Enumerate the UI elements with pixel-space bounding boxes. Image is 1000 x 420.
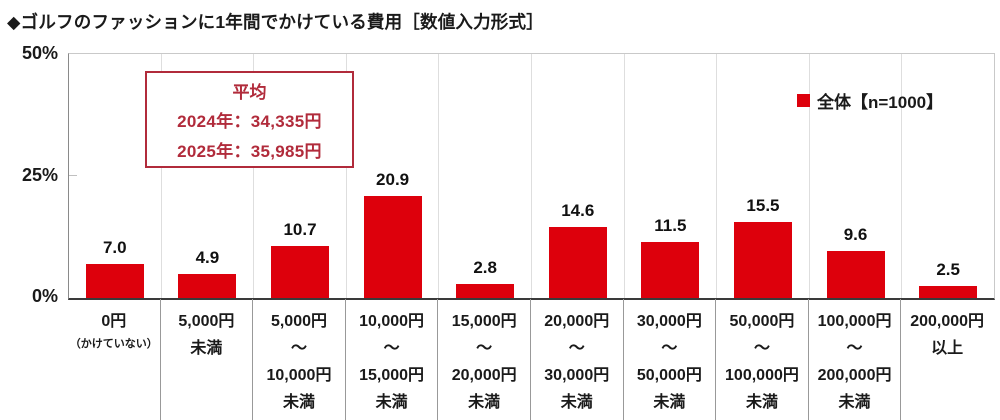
category-label-line: ～ — [753, 340, 770, 357]
category-label-line: （かけていない） — [69, 338, 158, 350]
bar-value-label: 10.7 — [283, 219, 317, 239]
category-label-line: 200,000円 — [910, 313, 985, 330]
category-label-line: 未満 — [745, 394, 778, 411]
bar — [919, 285, 978, 298]
category-label-line: 未満 — [560, 394, 593, 411]
category-label-line: 未満 — [653, 394, 686, 411]
category-label-line: 未満 — [190, 340, 223, 357]
category-column: 2.8 — [439, 54, 532, 298]
category-label-line: 200,000円 — [817, 367, 892, 384]
y-axis-25-tickmark — [69, 175, 77, 176]
category-label-line: 5,000円 — [270, 313, 327, 330]
category-column: 4.9 — [162, 54, 255, 298]
y-axis-tick-0: 0% — [31, 286, 58, 306]
category-label-line: 未満 — [468, 394, 501, 411]
bar — [456, 284, 515, 298]
category-label-line: ～ — [290, 340, 307, 357]
bar — [178, 274, 237, 298]
category-label: 15,000円 ～ 20,000円 未満 — [437, 299, 530, 420]
category-column: 15.5 — [717, 54, 810, 298]
bar — [85, 263, 144, 298]
average-2024: 2024年：34,335円 — [177, 112, 322, 131]
legend-marker-icon — [797, 94, 810, 107]
y-axis-tick-25: 25% — [21, 165, 58, 185]
category-column: 20.9 — [347, 54, 440, 298]
category-column: 9.6 — [810, 54, 903, 298]
category-label-line: 未満 — [838, 394, 871, 411]
bar — [363, 196, 422, 298]
bar — [270, 245, 329, 298]
bar — [826, 251, 885, 298]
bar-value-label: 14.6 — [561, 200, 595, 220]
average-annotation-box: 平均 2024年：34,335円 2025年：35,985円 — [145, 71, 354, 168]
category-label-line: ～ — [661, 340, 678, 357]
category-label-line: ～ — [476, 340, 493, 357]
category-label-line: 20,000円 — [451, 367, 517, 384]
bar-value-label: 7.0 — [102, 237, 127, 257]
category-column: 10.7 — [254, 54, 347, 298]
category-label-line: 10,000円 — [266, 367, 332, 384]
category-label-line: 15,000円 — [451, 313, 517, 330]
average-2025: 2025年：35,985円 — [177, 141, 322, 161]
plot-area: 7.0 4.9 10.7 20.9 2.8 14.6 11.5 15.5 9.6 2.5 — [68, 53, 995, 300]
bar — [641, 241, 700, 298]
category-label-line: 0円 — [101, 313, 127, 330]
category-column: 14.6 — [532, 54, 625, 298]
category-column: 7.0 — [69, 54, 162, 298]
bar-value-label: 4.9 — [195, 248, 220, 268]
category-label-line: 以上 — [931, 340, 964, 357]
category-label-line: 100,000円 — [725, 367, 799, 384]
x-axis-labels: 0円 （かけていない） 5,000円 未満 5,000円～ 10,000円 未満 10,000… — [68, 299, 993, 420]
category-label: 10,000円 ～ 15,000円 未満 — [344, 299, 438, 420]
legend-label: 全体【n=1000】 — [817, 93, 944, 112]
category-label-line: 100,000円 — [817, 313, 892, 330]
category-label-line: 50,000円 — [636, 367, 702, 384]
bar — [733, 222, 792, 298]
category-label-line: ～ — [846, 340, 863, 357]
category-label-line: 20,000円 — [544, 313, 610, 330]
category-label-line: 10,000円 — [359, 313, 425, 330]
category-label: 100,000円 ～ 200,000円 未満 — [807, 299, 901, 420]
category-label: 200,000円 以上 — [900, 299, 993, 420]
bar-value-label: 15.5 — [746, 196, 780, 216]
category-label: 5,000円 ～ 10,000円 未満 — [252, 299, 345, 420]
category-label-line: 30,000円 — [544, 367, 610, 384]
category-label-line: ～ — [383, 340, 400, 357]
category-label-line: 未満 — [375, 394, 408, 411]
bar-value-label: 2.5 — [936, 259, 960, 279]
category-label: 0円 （かけていない） — [68, 299, 160, 420]
bar-value-label: 9.6 — [843, 225, 868, 245]
bar-value-label: 20.9 — [376, 170, 410, 190]
category-label-line: ～ — [568, 340, 585, 357]
category-column: 11.5 — [625, 54, 718, 298]
category-label-line: 50,000円 — [729, 313, 795, 330]
average-heading: 平均 — [232, 82, 267, 102]
bar-value-label: 2.8 — [473, 258, 497, 278]
category-label: 50,000円 ～ 100,000円 未満 — [715, 299, 808, 420]
category-label-line: 未満 — [282, 394, 315, 411]
category-label-line: 30,000円 — [636, 313, 702, 330]
category-label-line: 5,000円 — [178, 313, 235, 330]
category-label: 30,000円 ～ 50,000円 未満 — [622, 299, 716, 420]
y-axis-tick-50: 50% — [21, 43, 58, 63]
legend: 全体【n=1000】 — [797, 88, 943, 113]
category-label-line: 15,000円 — [359, 367, 425, 384]
category-label: 5,000円 未満 — [159, 299, 253, 420]
chart-title: ◆ゴルフのファッションに1年間でかけている費用［数値入力形式］ — [7, 12, 544, 32]
category-label: 20,000円 ～ 30,000円 未満 — [529, 299, 623, 420]
bar-value-label: 11.5 — [654, 215, 687, 235]
bar — [548, 226, 607, 298]
category-column: 2.5 — [902, 54, 994, 298]
